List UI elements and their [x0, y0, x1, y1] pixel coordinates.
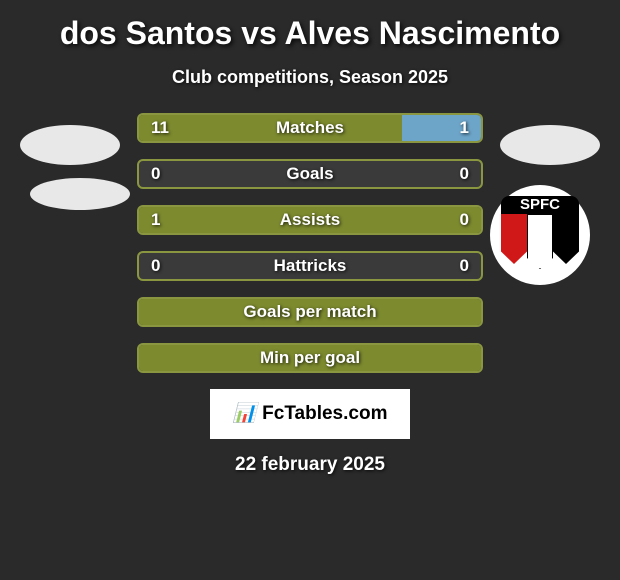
bars-container: Matches111Goals00Assists10Hattricks00Goa…	[137, 113, 483, 373]
club-shield-red-stripe	[501, 214, 527, 264]
club-shield-text: SPFC	[501, 196, 579, 214]
club-logo-inner: SPFC	[501, 196, 579, 274]
page-title: dos Santos vs Alves Nascimento	[10, 15, 610, 52]
stat-bar: Assists 1 0	[137, 205, 483, 235]
club-shield-black-stripe	[553, 214, 579, 264]
stat-bar: Hattricks 0 0	[137, 251, 483, 281]
stat-value-left: 11	[151, 118, 169, 138]
stat-value-left: 0	[151, 256, 160, 276]
stat-label: Goals per match	[243, 302, 376, 322]
stat-label: Matches	[276, 118, 344, 138]
stat-value-right: 1	[460, 118, 469, 138]
player-icon-left-1	[20, 125, 120, 165]
footer-logo-text: FcTables.com	[262, 403, 387, 425]
club-shield: SPFC	[501, 196, 579, 274]
player-icon-right	[500, 125, 600, 165]
stat-value-right: 0	[460, 210, 469, 230]
club-shield-white-stripe	[527, 214, 553, 269]
stat-value-right: 0	[460, 164, 469, 184]
stat-value-left: 1	[151, 210, 160, 230]
stat-bar: Matches111	[137, 113, 483, 143]
stat-label: Hattricks	[274, 256, 347, 276]
stat-value-right: 0	[460, 256, 469, 276]
footer-date: 22 february 2025	[10, 454, 610, 476]
subtitle: Club competitions, Season 2025	[10, 67, 610, 88]
stat-bar-fill-left	[139, 115, 402, 141]
stat-bar: Min per goal	[137, 343, 483, 373]
stat-label: Assists	[280, 210, 340, 230]
stat-value-left: 0	[151, 164, 160, 184]
stat-bar: Goals per match	[137, 297, 483, 327]
stat-label: Goals	[286, 164, 333, 184]
stat-bar: Goals 0 0	[137, 159, 483, 189]
footer-logo-icon: 📊	[233, 401, 257, 425]
player-icon-left-2	[30, 178, 130, 210]
stats-area: SPFC Matches111Goals00Assists10Hattricks…	[10, 113, 610, 373]
stat-label: Min per goal	[260, 348, 360, 368]
footer-logo: 📊 FcTables.com	[210, 389, 410, 439]
main-container: dos Santos vs Alves Nascimento Club comp…	[0, 0, 620, 580]
club-logo: SPFC	[490, 185, 590, 285]
club-shield-body	[501, 214, 579, 264]
stat-bar-fill-right	[402, 115, 481, 141]
